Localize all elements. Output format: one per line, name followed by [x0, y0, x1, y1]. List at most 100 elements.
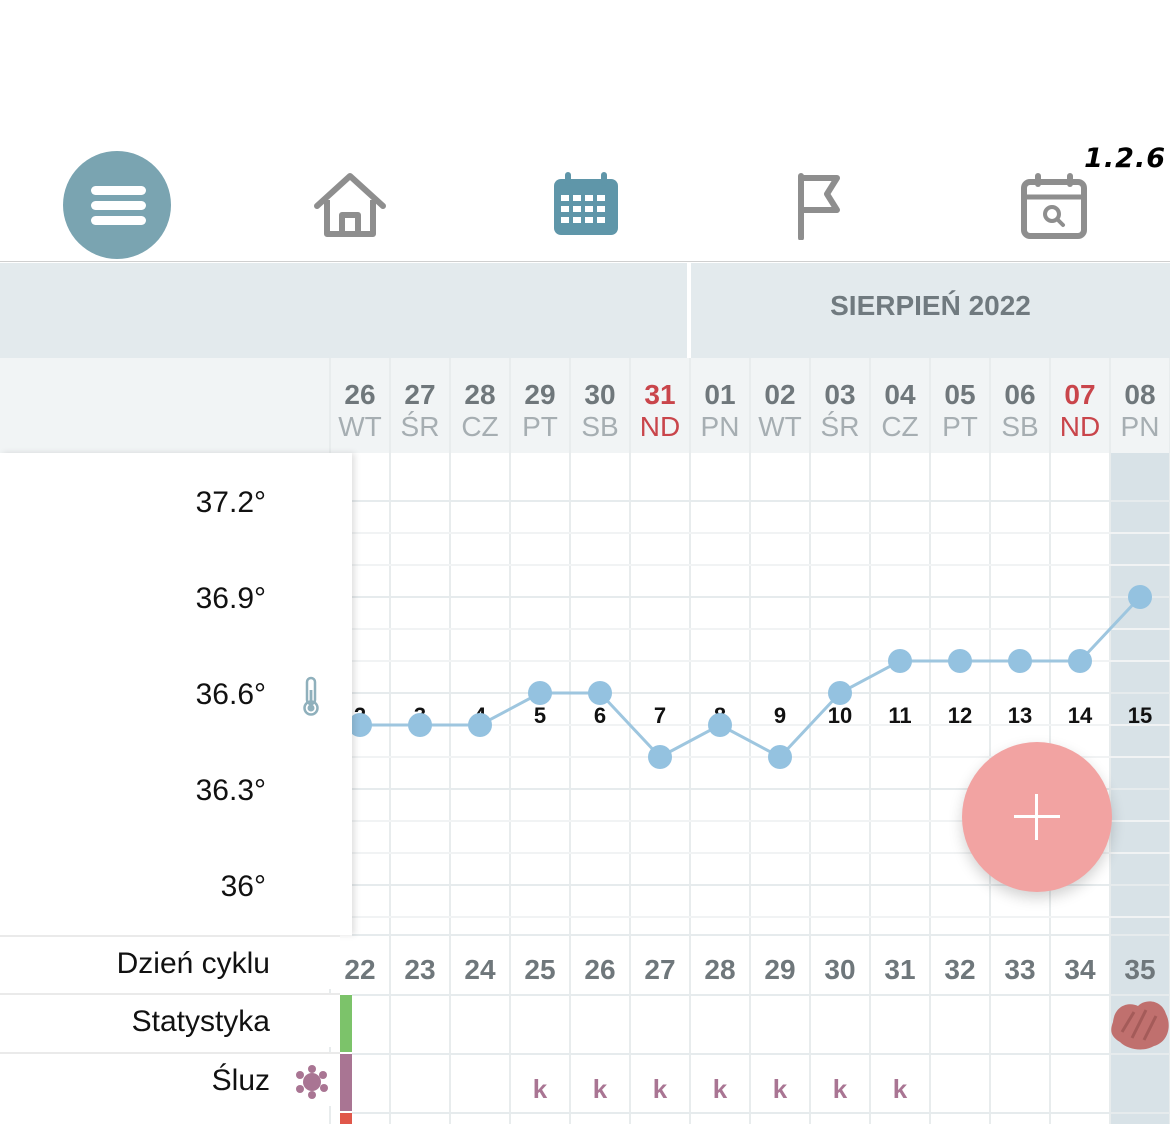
menu-icon-bar — [91, 201, 146, 210]
cycle-day-value: 31 — [884, 954, 915, 985]
temperature-point[interactable] — [708, 713, 732, 737]
cycle-day-value: 25 — [524, 954, 555, 985]
point-day-label: 10 — [828, 703, 852, 728]
mucus-value[interactable]: k — [833, 1074, 848, 1104]
y-tick-label: 36° — [220, 870, 266, 903]
calendar-search-icon[interactable] — [1015, 170, 1093, 240]
app-version: 1.2.6 — [1084, 143, 1166, 174]
cycle-day-value: 30 — [824, 954, 855, 985]
y-tick-label: 36.3° — [195, 774, 266, 807]
temperature-point[interactable] — [948, 649, 972, 673]
calendar-icon[interactable] — [547, 170, 625, 240]
day-date-label[interactable]: 27 — [404, 379, 435, 410]
day-weekday-label: PN — [701, 411, 740, 442]
day-weekday-label: SB — [581, 411, 618, 442]
row-label-mucus: Śluz — [0, 1052, 340, 1106]
date-header-band — [0, 358, 1170, 453]
temperature-point[interactable] — [468, 713, 492, 737]
cycle-day-value: 29 — [764, 954, 795, 985]
cycle-day-value: 26 — [584, 954, 615, 985]
mucus-value[interactable]: k — [593, 1074, 608, 1104]
top-nav-bar — [0, 150, 1170, 262]
cycle-day-value: 34 — [1064, 954, 1096, 985]
mucus-value[interactable]: k — [653, 1074, 668, 1104]
day-date-label[interactable]: 26 — [344, 379, 375, 410]
mucus-icon — [296, 1065, 328, 1099]
next-row-color-strip — [340, 1113, 352, 1124]
mucus-value[interactable]: k — [773, 1074, 788, 1104]
point-day-label: 6 — [594, 703, 606, 728]
day-date-label[interactable]: 28 — [464, 379, 495, 410]
day-date-label[interactable]: 05 — [944, 379, 975, 410]
day-date-label[interactable]: 30 — [584, 379, 615, 410]
flag-icon[interactable] — [779, 170, 857, 240]
row-label-cycle-day: Dzień cyklu — [0, 935, 340, 989]
day-weekday-label: ND — [1060, 411, 1100, 442]
day-date-label[interactable]: 01 — [704, 379, 735, 410]
menstruation-mark[interactable] — [1111, 1001, 1169, 1050]
month-label: SIERPIEŃ 2022 — [830, 290, 1031, 321]
point-day-label: 9 — [774, 703, 786, 728]
day-date-label[interactable]: 02 — [764, 379, 795, 410]
row-label-text: Statystyka — [131, 1005, 270, 1038]
day-date-label[interactable]: 04 — [884, 379, 916, 410]
temperature-point[interactable] — [348, 713, 372, 737]
point-day-label: 13 — [1008, 703, 1032, 728]
day-date-label[interactable]: 29 — [524, 379, 555, 410]
temperature-point[interactable] — [588, 681, 612, 705]
point-day-label: 5 — [534, 703, 546, 728]
temperature-point[interactable] — [648, 745, 672, 769]
mucus-value[interactable]: k — [893, 1074, 908, 1104]
day-weekday-label: ŚR — [401, 410, 440, 442]
cycle-day-value: 22 — [344, 954, 375, 985]
point-day-label: 11 — [888, 703, 911, 728]
temperature-point[interactable] — [408, 713, 432, 737]
cycle-day-value: 28 — [704, 954, 735, 985]
temperature-point[interactable] — [528, 681, 552, 705]
cycle-day-value: 27 — [644, 954, 675, 985]
cycle-day-value: 35 — [1124, 954, 1155, 985]
y-tick-label: 37.2° — [195, 486, 266, 519]
mucus-color-strip — [340, 1054, 352, 1111]
point-day-label: 14 — [1068, 703, 1093, 728]
y-axis-panel: 37.2° 36.9° 36.6° 36.3° 36° — [0, 453, 352, 935]
day-date-label[interactable]: 08 — [1124, 379, 1155, 410]
month-header-band — [0, 263, 1170, 358]
day-date-label[interactable]: 31 — [644, 379, 675, 410]
day-weekday-label: PT — [942, 411, 978, 442]
point-day-label: 12 — [948, 703, 972, 728]
temperature-point[interactable] — [1008, 649, 1032, 673]
row-label-statistics: Statystyka — [0, 993, 340, 1047]
temperature-point[interactable] — [768, 745, 792, 769]
cycle-day-value: 24 — [464, 954, 496, 985]
day-date-label[interactable]: 03 — [824, 379, 855, 410]
temperature-point[interactable] — [1128, 585, 1152, 609]
mucus-value[interactable]: k — [713, 1074, 728, 1104]
menu-button[interactable] — [63, 151, 171, 259]
day-date-label[interactable]: 07 — [1064, 379, 1095, 410]
temperature-point[interactable] — [1068, 649, 1092, 673]
menu-icon-bar — [91, 186, 146, 195]
menu-icon-bar — [91, 216, 146, 225]
point-day-label: 15 — [1128, 703, 1152, 728]
statistics-color-strip — [340, 995, 352, 1052]
add-entry-button[interactable] — [962, 742, 1112, 892]
day-weekday-label: ŚR — [821, 410, 860, 442]
day-weekday-label: WT — [338, 411, 382, 442]
temperature-point[interactable] — [888, 649, 912, 673]
day-date-label[interactable]: 06 — [1004, 379, 1035, 410]
day-weekday-label: SB — [1001, 411, 1038, 442]
cycle-day-value: 32 — [944, 954, 975, 985]
day-weekday-label: PN — [1121, 411, 1160, 442]
row-label-text: Dzień cyklu — [116, 947, 270, 980]
mucus-value[interactable]: k — [533, 1074, 548, 1104]
y-tick-label: 36.6° — [195, 678, 266, 711]
day-weekday-label: ND — [640, 411, 680, 442]
plus-icon — [1035, 794, 1038, 840]
cycle-day-value: 23 — [404, 954, 435, 985]
y-tick-label: 36.9° — [195, 582, 266, 615]
home-icon[interactable] — [311, 170, 389, 240]
temperature-point[interactable] — [828, 681, 852, 705]
thermometer-icon[interactable] — [296, 676, 326, 716]
